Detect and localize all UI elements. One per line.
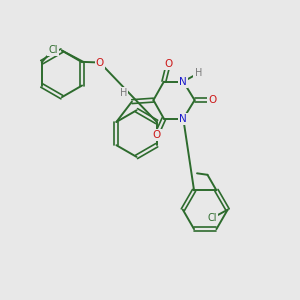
Text: H: H [120,88,127,98]
Text: O: O [96,58,104,68]
Text: N: N [179,114,187,124]
Text: O: O [152,130,160,140]
Text: Cl: Cl [207,213,217,223]
Text: Cl: Cl [48,45,58,55]
Text: N: N [179,76,187,87]
Text: O: O [208,95,217,105]
Text: O: O [164,59,172,69]
Text: H: H [194,68,202,78]
